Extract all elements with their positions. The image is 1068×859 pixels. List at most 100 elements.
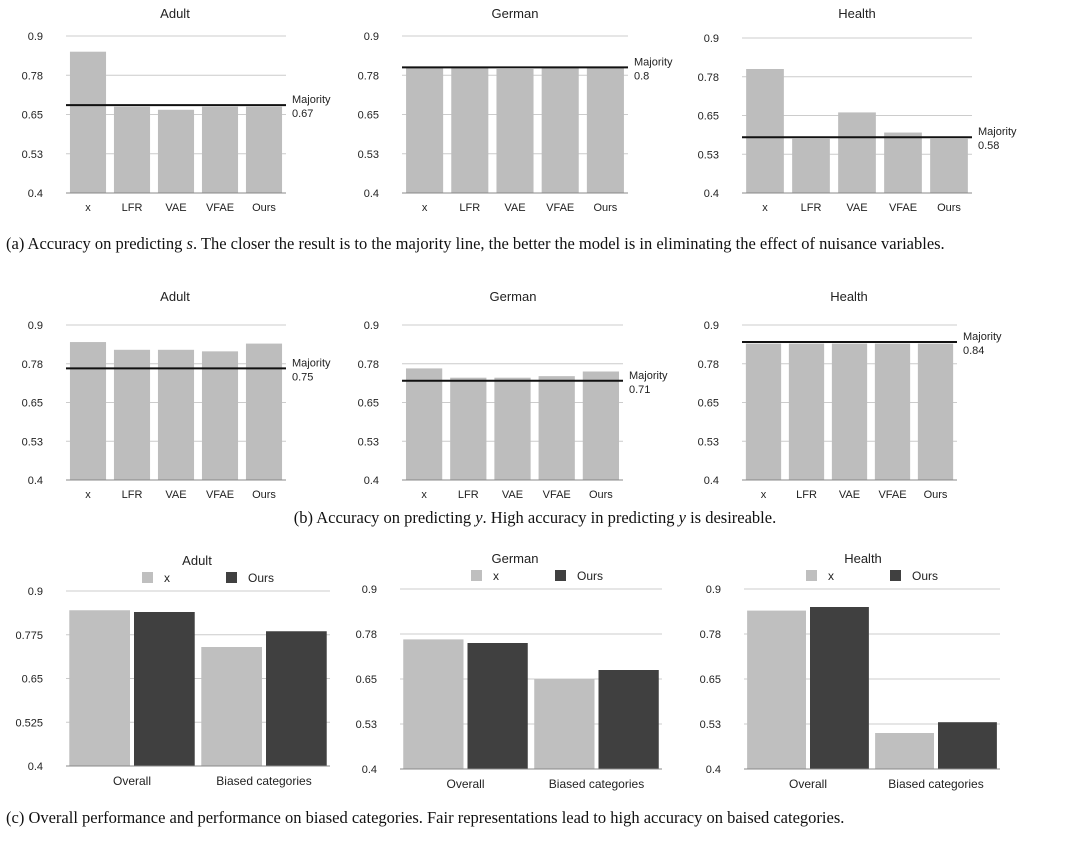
chart1-ytick-label: 0.9 (28, 31, 43, 43)
chart1-bar (201, 106, 239, 193)
chart3-bar (838, 112, 876, 193)
chart5-bar (582, 371, 620, 480)
chart3-title: Health (838, 6, 876, 21)
chart8-bar-ours (598, 670, 659, 769)
chart2-majority-value: 0.8 (634, 70, 649, 82)
chart3-bar (930, 138, 968, 193)
chart2-xtick-label: VFAE (546, 202, 574, 214)
chart2-majority-label: Majority (634, 56, 673, 68)
chart6-bar (831, 343, 868, 480)
chart7-ytick-label: 0.9 (28, 586, 43, 598)
chart8-legend-label: x (493, 569, 499, 583)
chart5-xtick-label: VFAE (543, 489, 571, 501)
chart4-xtick-label: LFR (122, 489, 143, 501)
chart7-xtick-label: Overall (113, 774, 151, 788)
chart5-majority-value: 0.71 (629, 384, 650, 396)
chart4-xtick-label: Ours (252, 489, 276, 501)
chart1-bar (245, 106, 283, 193)
chart1-ytick-label: 0.78 (22, 70, 43, 82)
chart7-legend-swatch (142, 572, 153, 583)
chart3-xtick-label: VAE (846, 202, 867, 214)
chart4-xtick-label: VFAE (206, 489, 234, 501)
chart1-majority-label: Majority (292, 94, 331, 106)
chart9-xtick-label: Overall (789, 777, 827, 791)
chart7-bar-x (201, 647, 262, 766)
chart6-bar (917, 343, 954, 480)
chart8-bar-ours (467, 643, 528, 769)
chart2-bar (541, 67, 579, 193)
chart7-ytick-label: 0.65 (22, 674, 43, 686)
chart9-ytick-label: 0.78 (700, 629, 721, 641)
chart4-bar (245, 343, 283, 480)
chart1-majority-value: 0.67 (292, 108, 313, 120)
chart8-ytick-label: 0.9 (362, 584, 377, 596)
chart6-bar (745, 343, 782, 480)
chart7-ytick-label: 0.525 (15, 717, 43, 729)
chart5-ytick-label: 0.53 (358, 436, 379, 448)
caption-a-var: s (186, 234, 193, 253)
chart1-bar (157, 109, 195, 193)
chart7-title: Adult (182, 553, 212, 568)
chart9-title: Health (844, 551, 882, 566)
chart3-ytick-label: 0.53 (698, 149, 719, 161)
chart4-bar (201, 351, 239, 480)
caption-b-prefix: (b) Accuracy on predicting (293, 508, 476, 527)
chart5-ytick-label: 0.65 (358, 398, 379, 410)
chart6-ytick-label: 0.9 (704, 320, 719, 332)
chart4-xtick-label: VAE (165, 489, 186, 501)
chart6-xtick-label: Ours (924, 489, 948, 501)
chart6-title: Health (830, 289, 868, 304)
chart8-xtick-label: Overall (446, 777, 484, 791)
chart1-xtick-label: VFAE (206, 202, 234, 214)
chart7-ytick-label: 0.4 (28, 761, 43, 773)
chart2-xtick-label: Ours (593, 202, 617, 214)
chart6-xtick-label: VFAE (878, 489, 906, 501)
chart3-majority-label: Majority (978, 126, 1017, 138)
chart1-xtick-label: LFR (122, 202, 143, 214)
chart9-ytick-label: 0.65 (700, 674, 721, 686)
chart9-bar-ours (810, 607, 869, 769)
chart9-legend-label: x (828, 569, 834, 583)
chart4-ytick-label: 0.4 (28, 475, 43, 487)
chart9-bar-ours (938, 722, 997, 769)
chart1-bar (113, 106, 151, 193)
chart3-xtick-label: LFR (801, 202, 822, 214)
chart1-ytick-label: 0.53 (22, 149, 43, 161)
chart5-bar (494, 377, 531, 480)
chart5-xtick-label: Ours (589, 489, 613, 501)
chart5-majority-label: Majority (629, 370, 668, 382)
chart1-xtick-label: Ours (252, 202, 276, 214)
chart2-xtick-label: VAE (504, 202, 525, 214)
chart7-bar-ours (266, 631, 327, 766)
chart9-ytick-label: 0.9 (706, 584, 721, 596)
chart2-title: German (492, 6, 539, 21)
chart1-ytick-label: 0.4 (28, 188, 43, 200)
chart7-legend-label: x (164, 571, 170, 585)
chart5-title: German (490, 289, 537, 304)
chart6-bar (788, 343, 825, 480)
chart8-legend-label: Ours (577, 569, 603, 583)
chart9-bar-x (875, 733, 934, 769)
caption-c: (c) Overall performance and performance … (6, 808, 1064, 828)
chart6-majority-value: 0.84 (963, 345, 984, 357)
caption-a-suffix: . The closer the result is to the majori… (192, 234, 945, 253)
chart2-bar (451, 67, 489, 193)
chart8-bar-x (403, 639, 464, 769)
chart2-ytick-label: 0.53 (358, 149, 379, 161)
chart3-ytick-label: 0.78 (698, 72, 719, 84)
chart2-ytick-label: 0.9 (364, 31, 379, 43)
chart7-xtick-label: Biased categories (216, 774, 311, 788)
chart8-legend-swatch (555, 570, 566, 581)
chart8-ytick-label: 0.4 (362, 764, 377, 776)
chart5-ytick-label: 0.9 (364, 320, 379, 332)
chart4-ytick-label: 0.78 (22, 359, 43, 371)
chart2-bar (496, 68, 534, 193)
chart3-xtick-label: VFAE (889, 202, 917, 214)
chart3-bar (792, 138, 830, 193)
chart9-legend-swatch (890, 570, 901, 581)
chart1-title: Adult (160, 6, 190, 21)
chart1-bar (69, 51, 107, 194)
chart2-ytick-label: 0.78 (358, 70, 379, 82)
caption-c-text: (c) Overall performance and performance … (6, 808, 845, 827)
